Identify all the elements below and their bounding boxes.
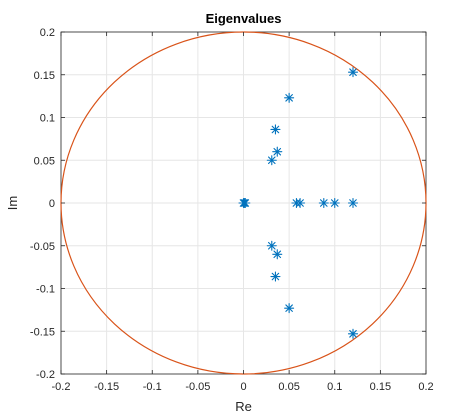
x-tick-label: -0.05 <box>185 381 210 393</box>
x-tick-label: 0.15 <box>370 381 391 393</box>
chart-title: Eigenvalues <box>206 11 282 26</box>
y-tick-label: 0.1 <box>40 113 55 125</box>
eigenvalue-point <box>329 197 340 209</box>
eigenvalue-point <box>318 197 329 209</box>
y-tick-label: 0.2 <box>40 27 55 39</box>
y-axis-label: Im <box>5 196 20 210</box>
x-tick-label: 0.2 <box>418 381 433 393</box>
eigenvalue-point <box>266 240 277 251</box>
eigenvalue-point <box>270 124 281 135</box>
y-tick-label: -0.05 <box>30 241 55 253</box>
y-tick-label: -0.1 <box>36 284 55 296</box>
eigenvalue-point <box>347 67 359 78</box>
x-tick-label: -0.15 <box>94 381 119 393</box>
y-tick-label: 0.05 <box>34 155 55 167</box>
y-ticks: -0.2 -0.15 -0.1 -0.05 0 0.05 0.1 0.15 0.2 <box>30 27 426 381</box>
eigenvalue-point <box>240 197 251 209</box>
eigenvalue-point <box>284 303 295 314</box>
eigenvalue-point <box>272 146 283 157</box>
x-axis-label: Re <box>235 399 252 414</box>
eigenvalue-point <box>266 155 277 166</box>
eigenvalue-point <box>270 271 281 282</box>
eigenvalue-point <box>284 92 295 103</box>
x-tick-label: 0.05 <box>278 381 299 393</box>
y-tick-label: 0.15 <box>34 70 55 82</box>
eigenvalue-point <box>272 249 283 260</box>
y-tick-label: -0.2 <box>36 369 55 381</box>
x-tick-label: 0.1 <box>327 381 342 393</box>
y-tick-label: -0.15 <box>30 326 55 338</box>
x-tick-label: 0 <box>240 381 246 393</box>
points-layer <box>238 67 359 339</box>
x-ticks: -0.2 -0.15 -0.1 -0.05 0 0.05 0.1 0.15 0.2 <box>52 32 434 393</box>
x-tick-label: -0.1 <box>143 381 162 393</box>
eigenvalue-point <box>295 197 306 209</box>
eigenvalue-point <box>347 328 359 339</box>
y-tick-label: 0 <box>49 198 55 210</box>
eigenvalue-point <box>347 197 359 209</box>
x-tick-label: -0.2 <box>52 381 71 393</box>
